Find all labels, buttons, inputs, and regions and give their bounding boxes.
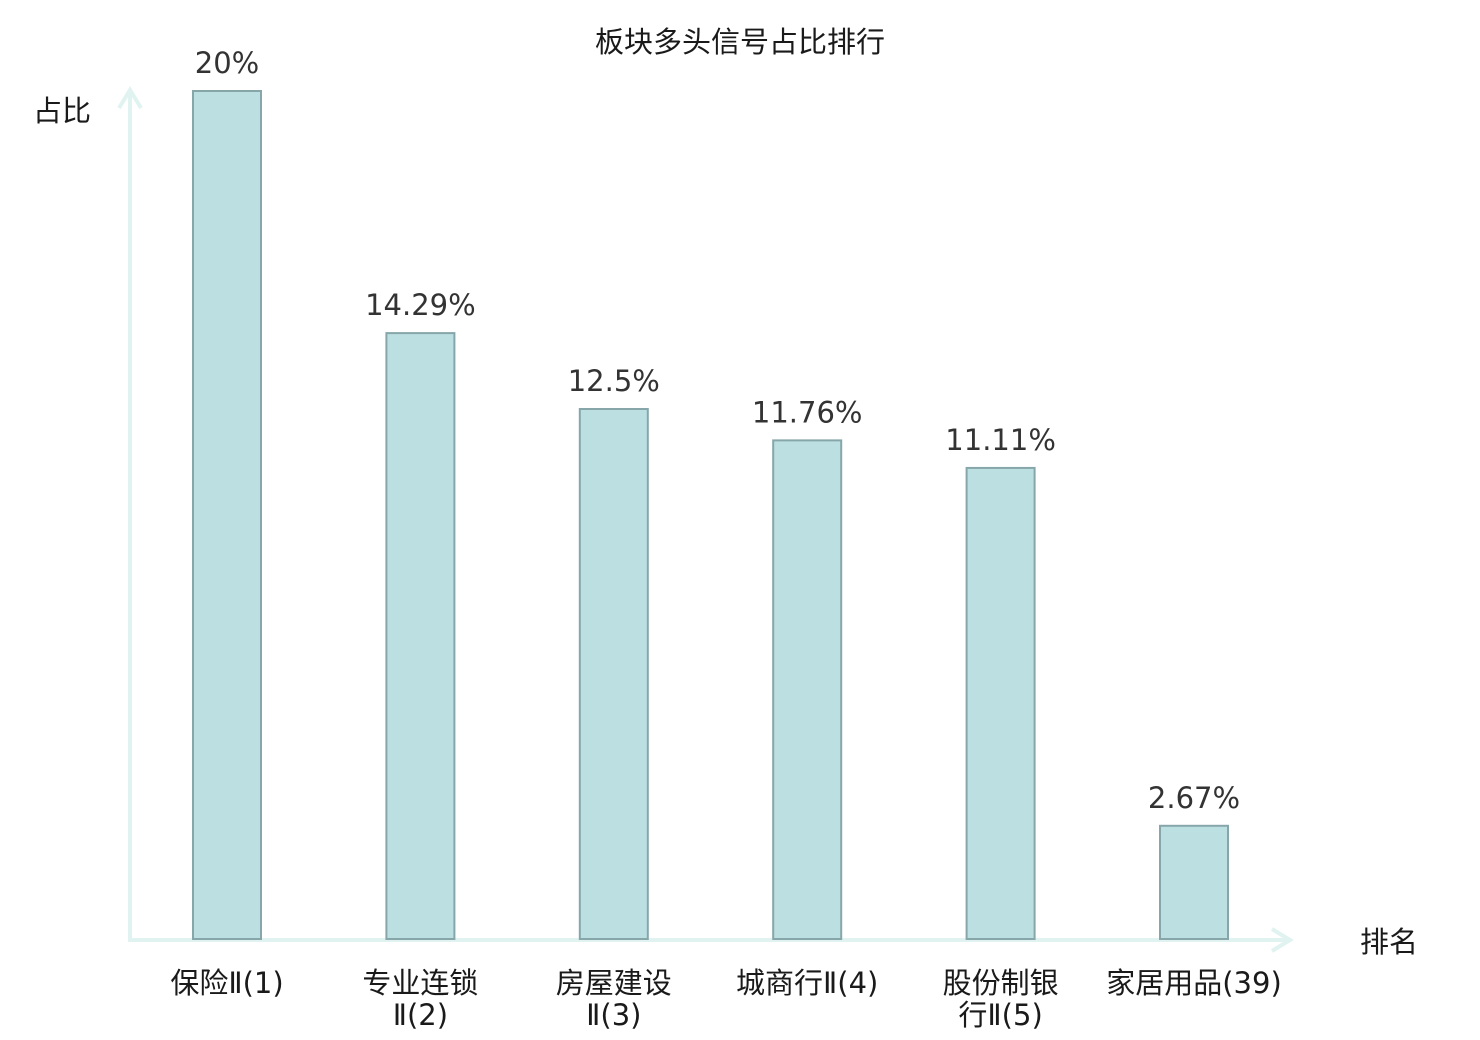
data-label-2: 14.29% (365, 288, 476, 322)
category-label-2-line-2: Ⅱ(2) (393, 998, 448, 1032)
data-labels: 20% 14.29% 12.5% 11.76% 11.11% 2.67% (195, 46, 1240, 815)
chart-title: 板块多头信号占比排行 (595, 25, 885, 59)
bar-1 (192, 90, 262, 940)
data-label-3: 12.5% (568, 364, 660, 398)
bar-3 (578, 408, 649, 940)
bar-5 (965, 466, 1036, 940)
data-label-1: 20% (195, 46, 259, 80)
category-label-2-line-1: 专业连锁 (362, 966, 478, 1000)
category-label-5-line-1: 股份制银 (943, 966, 1059, 1000)
y-axis (117, 86, 143, 940)
category-label-1: 保险Ⅱ(1) (170, 966, 283, 1000)
category-label-4: 城商行Ⅱ(4) (736, 966, 878, 1000)
category-label-6: 家居用品(39) (1106, 966, 1282, 1000)
bar-6 (1159, 824, 1229, 940)
y-axis-title: 占比 (33, 94, 91, 128)
data-label-4: 11.76% (752, 395, 863, 429)
data-label-6: 2.67% (1148, 781, 1240, 815)
bar-4 (772, 439, 843, 940)
category-label-3-line-2: Ⅱ(3) (586, 998, 641, 1032)
bars (192, 90, 1229, 940)
category-label-3-line-1: 房屋建设 (556, 966, 672, 1000)
bar-2 (385, 332, 456, 940)
x-axis (128, 927, 1294, 953)
x-axis-title: 排名 (1360, 925, 1418, 959)
category-label-5-line-2: 行Ⅱ(5) (958, 998, 1042, 1032)
data-label-5: 11.11% (945, 423, 1056, 457)
